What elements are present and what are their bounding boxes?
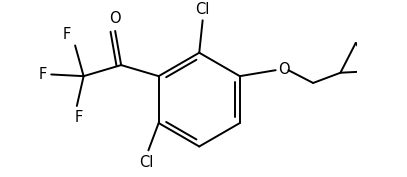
Text: O: O xyxy=(109,11,121,26)
Text: Cl: Cl xyxy=(140,155,154,170)
Text: F: F xyxy=(74,110,83,125)
Text: Cl: Cl xyxy=(195,2,210,17)
Text: O: O xyxy=(278,62,290,77)
Text: F: F xyxy=(39,67,47,82)
Text: F: F xyxy=(63,27,71,42)
